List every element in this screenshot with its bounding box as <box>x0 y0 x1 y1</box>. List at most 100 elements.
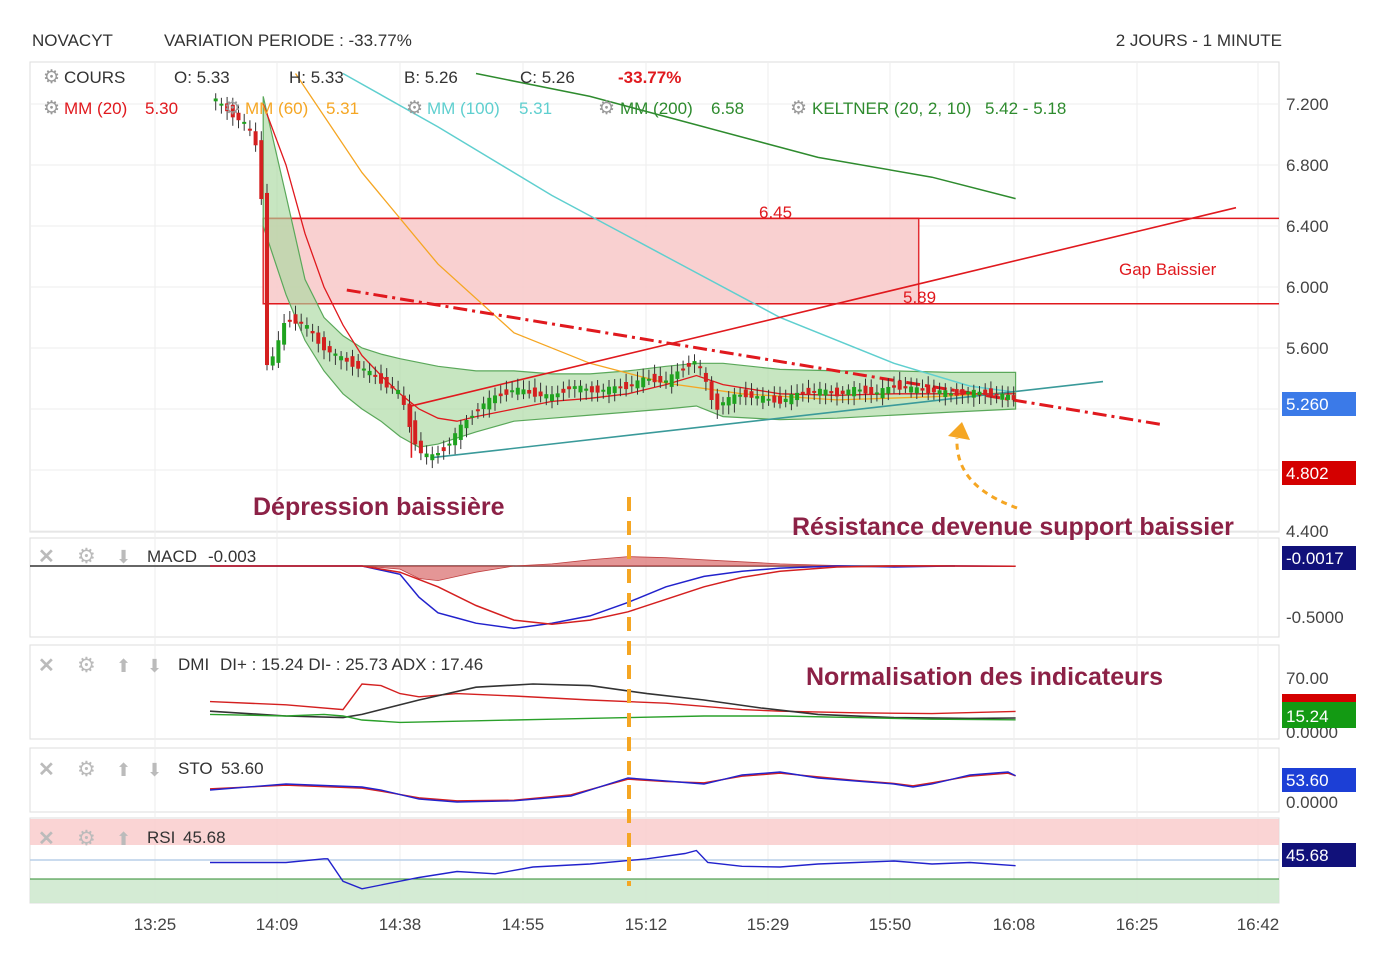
candle-body <box>498 393 503 397</box>
candle-body <box>322 337 326 351</box>
candle-body <box>1000 393 1005 400</box>
candle-body <box>857 389 862 392</box>
candle-body <box>265 192 269 366</box>
gear-icon[interactable]: ⚙ <box>43 98 60 119</box>
candle-body <box>783 398 788 403</box>
rsi-legend: ✕ ⚙ ⬆ RSI 45.68 <box>38 827 226 850</box>
dmi-y-tick: 70.00 <box>1286 669 1329 688</box>
sto-last-tag: 53.60 <box>1286 771 1329 790</box>
gap-low-label: 5.89 <box>903 288 936 307</box>
candle-body <box>532 387 537 397</box>
candle-body <box>686 362 691 367</box>
rsi-last-tag: 45.68 <box>1286 846 1329 865</box>
x-axis: 13:25 14:09 14:38 14:55 15:12 15:29 15:50 16:08… <box>134 915 1280 934</box>
arrow-up-icon[interactable]: ⬆ <box>116 656 131 676</box>
gear-icon[interactable]: ⚙ <box>790 98 807 119</box>
price-panel[interactable] <box>213 72 1279 469</box>
close-icon[interactable]: ✕ <box>38 759 55 781</box>
candle-body <box>413 420 418 445</box>
candle-body <box>287 319 292 322</box>
candle-body <box>230 104 235 118</box>
legend-mm60-value: 5.31 <box>326 99 359 118</box>
candle-body <box>561 388 566 393</box>
candle-body <box>721 402 725 406</box>
macd-title: MACD <box>147 547 197 566</box>
candle-body <box>1011 395 1016 400</box>
gear-icon[interactable]: ⚙ <box>77 654 96 677</box>
candle-body <box>550 394 554 401</box>
candle-body <box>418 440 423 454</box>
y-tick-label: 6.000 <box>1286 278 1329 297</box>
candle-body <box>760 395 765 403</box>
candle-body <box>743 389 748 398</box>
y-tick-label: 4.400 <box>1286 522 1329 541</box>
dmi-panel[interactable]: 70.000.0000 <box>209 669 1338 742</box>
candle-body <box>988 388 993 397</box>
macd-panel[interactable]: -0.5000 <box>30 556 1344 630</box>
legend-keltner-value: 5.42 - 5.18 <box>985 99 1066 118</box>
annotation-normalisation: Normalisation des indicateurs <box>806 663 1163 691</box>
sto-panel[interactable]: 0.0000 <box>209 771 1338 812</box>
arrow-up-icon[interactable]: ⬆ <box>116 829 131 849</box>
candle-body <box>493 395 497 404</box>
sto-legend: ✕ ⚙ ⬆ ⬇ STO 53.60 <box>38 758 264 781</box>
candle-body <box>726 397 731 406</box>
candle-body <box>766 398 771 401</box>
candle-body <box>396 389 401 395</box>
x-tick-label: 15:12 <box>625 915 668 934</box>
mm200-line <box>475 72 1016 200</box>
gear-icon[interactable]: ⚙ <box>406 98 423 119</box>
panel-macd-frame <box>29 537 1280 638</box>
candle-body <box>436 453 440 456</box>
symbol-label: NOVACYT <box>32 31 113 50</box>
gear-icon[interactable]: ⚙ <box>77 545 96 568</box>
candle-body <box>954 389 959 396</box>
gear-icon[interactable]: ⚙ <box>43 67 60 88</box>
candle-body <box>270 356 275 366</box>
candle-body <box>373 374 378 377</box>
timeframe-label[interactable]: 2 JOURS - 1 MINUTE <box>1116 31 1282 50</box>
annotation-arrow <box>955 437 1018 510</box>
candle-body <box>840 390 845 394</box>
dmi-title: DMI <box>178 655 209 674</box>
candle-body <box>253 131 258 146</box>
candle-body <box>350 356 355 367</box>
arrow-down-icon[interactable]: ⬇ <box>116 547 131 567</box>
close-icon[interactable]: ✕ <box>38 655 55 677</box>
candle-body <box>219 103 224 106</box>
candle-body <box>806 387 811 395</box>
candle-body <box>344 357 349 362</box>
sto-tag: 53.60 <box>1282 768 1356 792</box>
candle-body <box>612 386 617 394</box>
arrow-up-icon[interactable]: ⬆ <box>116 760 131 780</box>
candle-body <box>897 380 902 390</box>
legend-cours: COURS <box>64 68 125 87</box>
resistance-trendline <box>346 288 1161 426</box>
macd-value: -0.003 <box>208 547 256 566</box>
close-icon[interactable]: ✕ <box>38 546 55 568</box>
candle-body <box>470 415 475 418</box>
candle-body <box>282 322 287 345</box>
gear-icon[interactable]: ⚙ <box>77 827 96 850</box>
candle-body <box>949 393 953 396</box>
gear-icon[interactable]: ⚙ <box>224 98 241 119</box>
close-icon[interactable]: ✕ <box>38 828 55 850</box>
arrow-down-icon[interactable]: ⬇ <box>147 656 162 676</box>
legend-low: B: 5.26 <box>404 68 458 87</box>
candle-body <box>379 373 383 384</box>
arrow-down-icon[interactable]: ⬇ <box>147 760 162 780</box>
macd-y-tick: -0.5000 <box>1286 608 1344 627</box>
legend-mm200: MM (200) <box>620 99 693 118</box>
candle-body <box>646 378 651 381</box>
candle-body <box>384 377 389 388</box>
candle-body <box>709 381 714 400</box>
rsi-panel[interactable] <box>30 819 1279 903</box>
candle-body <box>538 391 543 397</box>
candle-body <box>527 389 532 394</box>
candle-body <box>624 382 629 390</box>
candle-body <box>601 389 606 392</box>
legend-mm60: MM (60) <box>245 99 308 118</box>
gear-icon[interactable]: ⚙ <box>598 98 615 119</box>
gear-icon[interactable]: ⚙ <box>77 758 96 781</box>
